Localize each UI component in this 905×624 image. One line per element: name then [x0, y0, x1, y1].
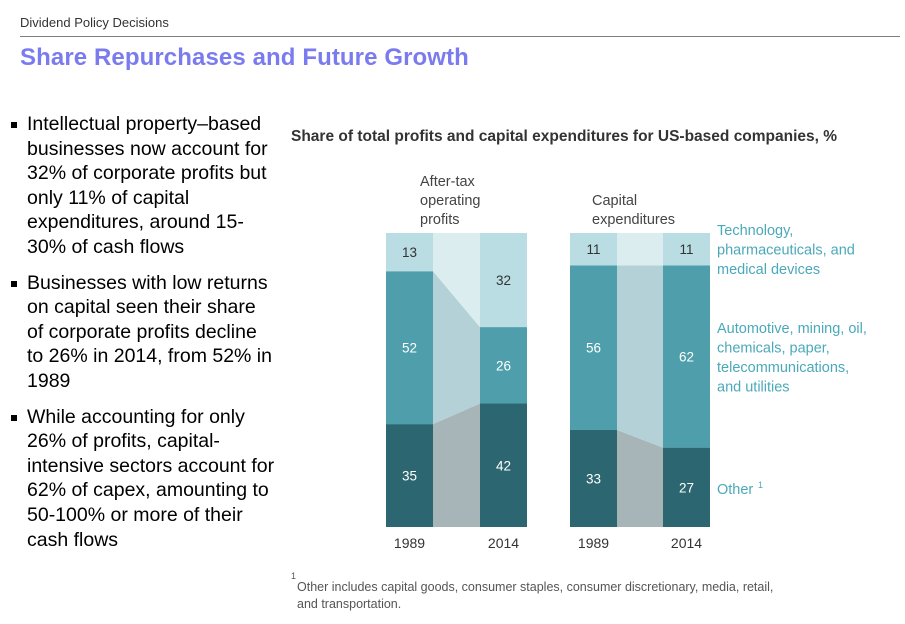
bullet-text: While accounting for only 26% of profits…	[27, 405, 275, 551]
bar-segment	[386, 233, 433, 272]
x-tick-label: 1989	[394, 535, 425, 551]
data-label: 26	[496, 358, 511, 373]
connector-band	[617, 233, 663, 266]
data-label: 32	[496, 273, 511, 288]
legend-footnote-mark: 1	[758, 480, 763, 490]
x-tick-label: 1989	[578, 535, 609, 551]
footnote-text: Other includes capital goods, consumer s…	[297, 580, 773, 594]
bar-segment	[570, 429, 617, 527]
data-label: 62	[679, 349, 694, 364]
legend-entry: chemicals, paper,	[717, 341, 830, 357]
data-label: 13	[402, 245, 417, 260]
bullet-text: Intellectual property–based businesses n…	[27, 113, 268, 258]
x-tick-label: 2014	[488, 535, 519, 551]
bullet-square-icon	[11, 122, 17, 128]
legend-entry: medical devices	[717, 262, 820, 278]
data-label: 27	[679, 480, 694, 495]
bar-segment	[480, 403, 527, 527]
data-label: 11	[586, 242, 600, 257]
group-label: Capital	[592, 193, 637, 209]
connector-band	[433, 271, 480, 425]
bar-segment	[386, 424, 433, 527]
group-label: profits	[420, 212, 460, 228]
group-label: operating	[420, 193, 480, 209]
legend-entry: Automotive, mining, oil,	[717, 321, 867, 337]
data-label: 42	[496, 458, 511, 473]
footnote-mark: 1	[291, 571, 296, 581]
legend-entry: telecommunications,	[717, 360, 849, 376]
connector-band	[433, 403, 480, 527]
data-label: 35	[402, 469, 417, 484]
bar-segment	[386, 271, 433, 425]
legend-entry: and utilities	[717, 380, 790, 396]
bullet-item: Businesses with low returns on capital s…	[8, 271, 276, 394]
bullet-item: Intellectual property–based businesses n…	[8, 112, 276, 260]
group-label: After-tax	[420, 174, 476, 190]
group-label: expenditures	[592, 212, 675, 228]
bar-segment	[663, 447, 710, 527]
footnote-text: and transportation.	[297, 597, 401, 611]
legend-entry: Technology,	[717, 223, 793, 239]
data-label: 52	[402, 341, 417, 356]
bar-segment	[663, 233, 710, 266]
connector-band	[617, 429, 663, 527]
bar-segment	[480, 233, 527, 328]
data-label: 56	[586, 341, 601, 356]
x-tick-label: 2014	[671, 535, 702, 551]
bar-segment	[480, 327, 527, 404]
connector-band	[617, 265, 663, 448]
bar-segment	[570, 265, 617, 430]
bullet-list: Intellectual property–based businesses n…	[8, 112, 276, 563]
bullet-square-icon	[11, 414, 17, 421]
bullet-item: While accounting for only 26% of profits…	[8, 405, 276, 553]
chart-title: Share of total profits and capital expen…	[291, 128, 837, 145]
bar-segment	[663, 265, 710, 448]
data-label: 33	[586, 471, 601, 486]
bullet-text: Businesses with low returns on capital s…	[27, 271, 272, 392]
slide-title: Share Repurchases and Future Growth	[20, 44, 469, 71]
connector-band	[433, 233, 480, 328]
legend-entry: pharmaceuticals, and	[717, 243, 855, 259]
data-label: 11	[679, 242, 693, 257]
bar-segment	[570, 233, 617, 266]
legend-entry: Other	[717, 482, 753, 498]
bullet-square-icon	[11, 280, 17, 287]
header-divider	[20, 36, 900, 37]
section-label: Dividend Policy Decisions	[20, 15, 169, 30]
